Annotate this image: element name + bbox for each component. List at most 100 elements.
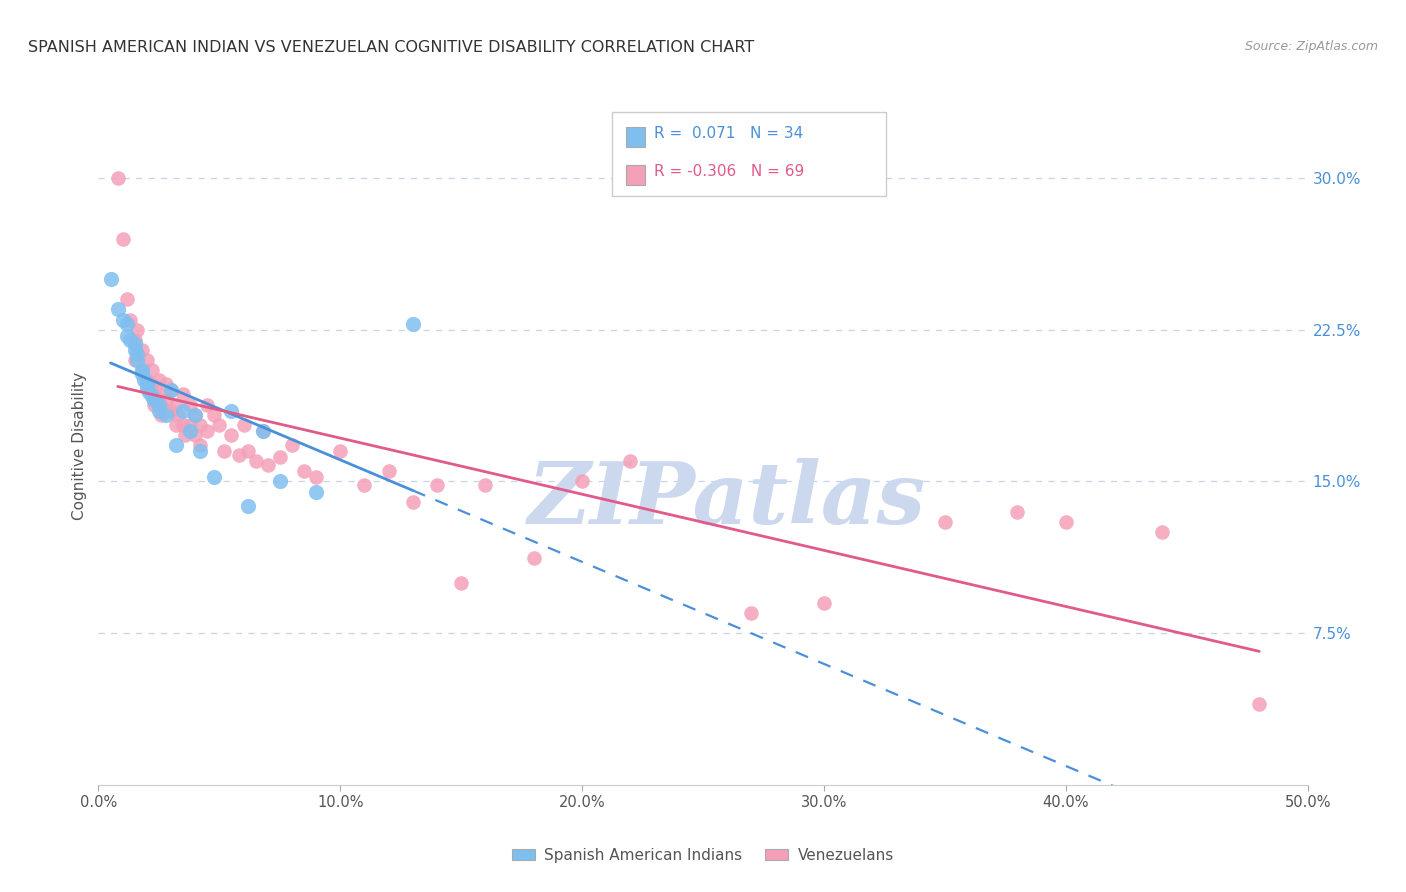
- Point: [117, 328, 139, 343]
- Point: [188, 438, 211, 452]
- Point: [148, 387, 170, 401]
- Point: [135, 381, 157, 395]
- Point: [127, 347, 149, 361]
- Point: [135, 377, 157, 392]
- Point: [305, 470, 328, 484]
- Point: [402, 494, 425, 508]
- Point: [138, 385, 160, 400]
- Point: [131, 367, 153, 381]
- Point: [141, 377, 163, 392]
- Point: [212, 444, 235, 458]
- Point: [188, 417, 211, 432]
- Point: [148, 403, 170, 417]
- Point: [155, 408, 177, 422]
- Point: [160, 384, 183, 398]
- Point: [426, 478, 449, 492]
- Point: [131, 343, 153, 357]
- Point: [238, 499, 260, 513]
- Point: [148, 397, 170, 411]
- Point: [167, 408, 190, 422]
- Point: [148, 373, 170, 387]
- Point: [740, 606, 762, 620]
- Point: [252, 424, 274, 438]
- Point: [1054, 515, 1077, 529]
- Point: [1249, 697, 1271, 711]
- Point: [143, 397, 166, 411]
- Point: [1152, 524, 1174, 539]
- Y-axis label: Cognitive Disability: Cognitive Disability: [72, 372, 87, 520]
- Point: [204, 408, 226, 422]
- Point: [252, 424, 274, 438]
- Point: [172, 387, 194, 401]
- Point: [269, 450, 291, 464]
- Point: [474, 478, 496, 492]
- Point: [221, 428, 243, 442]
- Point: [165, 397, 187, 411]
- Text: R =  0.071   N = 34: R = 0.071 N = 34: [654, 127, 803, 141]
- Point: [179, 417, 201, 432]
- Point: [179, 397, 201, 411]
- Point: [523, 551, 546, 566]
- Point: [160, 403, 183, 417]
- Point: [619, 454, 641, 468]
- Point: [155, 377, 177, 392]
- Point: [402, 317, 425, 331]
- Point: [150, 397, 173, 411]
- Point: [934, 515, 956, 529]
- Text: R = -0.306   N = 69: R = -0.306 N = 69: [654, 164, 804, 178]
- Legend: Spanish American Indians, Venezuelans: Spanish American Indians, Venezuelans: [506, 842, 900, 869]
- Point: [141, 363, 163, 377]
- Point: [131, 363, 153, 377]
- Point: [184, 408, 207, 422]
- Point: [195, 424, 218, 438]
- Point: [135, 353, 157, 368]
- Point: [174, 428, 197, 442]
- Point: [135, 373, 157, 387]
- Text: ZIPatlas: ZIPatlas: [529, 458, 927, 542]
- Point: [305, 484, 328, 499]
- Point: [100, 272, 122, 286]
- Point: [179, 424, 201, 438]
- Point: [204, 470, 226, 484]
- Point: [1007, 505, 1029, 519]
- Point: [184, 428, 207, 442]
- Point: [281, 438, 304, 452]
- Point: [269, 475, 291, 489]
- Point: [155, 393, 177, 408]
- Point: [127, 353, 149, 368]
- Point: [188, 444, 211, 458]
- Point: [256, 458, 278, 473]
- Point: [165, 417, 187, 432]
- Point: [117, 293, 139, 307]
- Point: [150, 408, 173, 422]
- Point: [172, 403, 194, 417]
- Point: [117, 317, 139, 331]
- Point: [138, 384, 160, 398]
- Point: [377, 464, 399, 478]
- Point: [571, 475, 593, 489]
- Point: [245, 454, 267, 468]
- Point: [160, 384, 183, 398]
- Point: [134, 373, 156, 387]
- Point: [353, 478, 375, 492]
- Point: [118, 333, 141, 347]
- Text: SPANISH AMERICAN INDIAN VS VENEZUELAN COGNITIVE DISABILITY CORRELATION CHART: SPANISH AMERICAN INDIAN VS VENEZUELAN CO…: [28, 40, 755, 55]
- Point: [221, 403, 243, 417]
- Point: [450, 575, 472, 590]
- Point: [124, 343, 146, 357]
- Point: [111, 231, 134, 245]
- Point: [195, 397, 218, 411]
- Text: Source: ZipAtlas.com: Source: ZipAtlas.com: [1244, 40, 1378, 54]
- Point: [107, 302, 129, 317]
- Point: [143, 387, 166, 401]
- Point: [124, 353, 146, 368]
- Point: [208, 417, 231, 432]
- Point: [232, 417, 254, 432]
- Point: [165, 438, 187, 452]
- Point: [131, 363, 153, 377]
- Point: [124, 336, 146, 351]
- Point: [143, 393, 166, 408]
- Point: [111, 312, 134, 326]
- Point: [107, 170, 129, 185]
- Point: [184, 408, 207, 422]
